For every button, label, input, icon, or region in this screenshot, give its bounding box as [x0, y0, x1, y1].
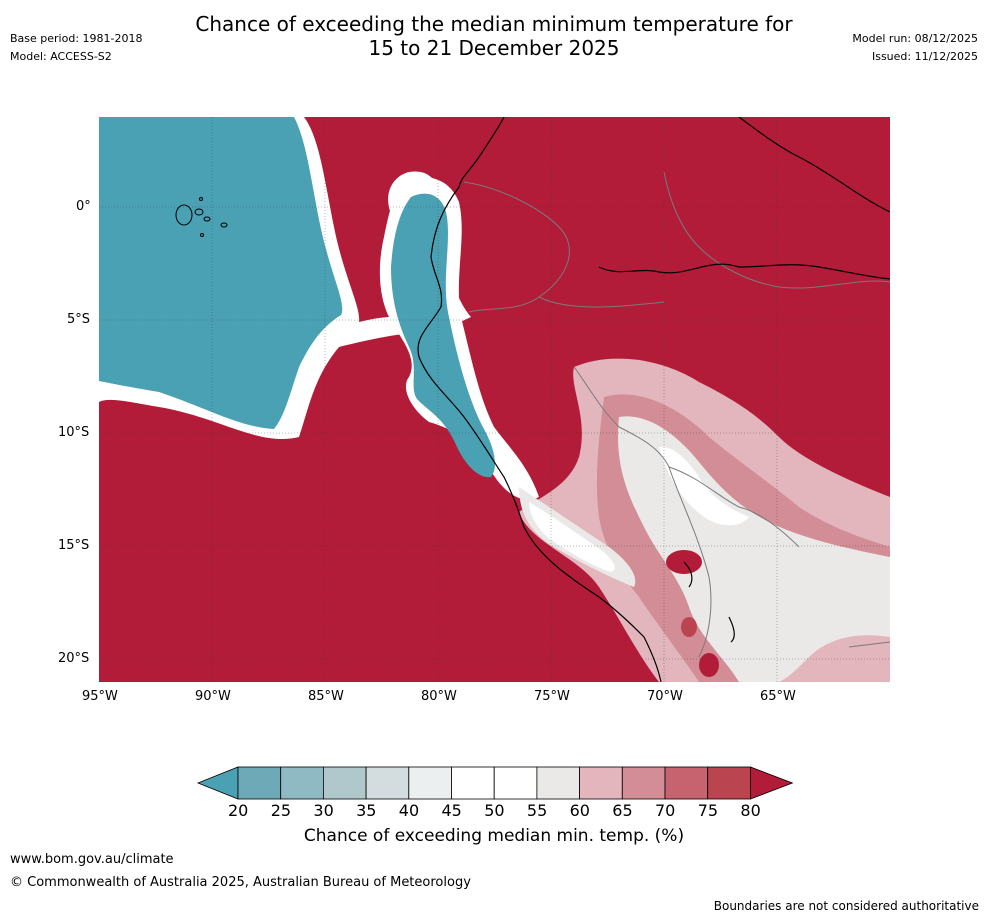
colorbar-cell — [280, 766, 324, 800]
map-title: Chance of exceeding the median minimum t… — [0, 12, 988, 60]
peru-coast-white-strip — [529, 502, 615, 572]
disclaimer-text: Boundaries are not considered authoritat… — [713, 899, 979, 913]
colorbar — [196, 766, 794, 800]
meta-right: Model run: 08/12/2025 Issued: 11/12/2025 — [852, 30, 978, 66]
colorbar-cell — [237, 766, 282, 800]
lon-label-70w: 70°W — [647, 689, 683, 704]
copyright-text: © Commonwealth of Australia 2025, Austra… — [10, 875, 471, 890]
colorbar-cell — [323, 766, 367, 800]
coastline — [417, 117, 890, 682]
galapagos-islands — [175, 197, 228, 237]
colorbar-tick-label: 25 — [270, 801, 292, 820]
colorbar-cell — [451, 766, 495, 800]
lon-label-95w: 95°W — [82, 689, 118, 704]
warm-spot — [681, 617, 697, 637]
lat-label-20s: 20°S — [58, 651, 90, 666]
colorbar-cell — [664, 766, 709, 800]
meta-left: Base period: 1981-2018 Model: ACCESS-S2 — [10, 30, 142, 66]
colorbar-tick-label: 60 — [569, 801, 590, 820]
colorbar-arrow-high — [750, 766, 794, 800]
lat-label-5s: 5°S — [67, 312, 91, 327]
website-link[interactable]: www.bom.gov.au/climate — [10, 852, 174, 867]
title-line-2: 15 to 21 December 2025 — [368, 36, 620, 60]
colorbar-cell — [408, 766, 452, 800]
colorbar-cell — [536, 766, 580, 800]
colorbar-label: Chance of exceeding median min. temp. (%… — [303, 826, 685, 846]
coastal-cool-region — [391, 193, 495, 478]
lon-label-85w: 85°W — [308, 689, 344, 704]
colorbar-tick-label: 40 — [398, 801, 420, 820]
colorbar-tick-label: 65 — [612, 801, 633, 820]
colorbar-tick-label: 30 — [313, 801, 334, 820]
lat-label-10s: 10°S — [58, 425, 90, 440]
gridlines — [99, 117, 890, 682]
issued-text: Issued: 11/12/2025 — [871, 50, 978, 63]
colorbar-tick-label: 35 — [356, 801, 377, 820]
lat-label-15s: 15°S — [58, 538, 90, 553]
altiplano-white-region — [659, 446, 749, 526]
probability-map — [99, 117, 890, 682]
colorbar-tick-label: 70 — [655, 801, 676, 820]
title-line-1: Chance of exceeding the median minimum t… — [195, 12, 793, 36]
colorbar-tick-label: 50 — [484, 801, 505, 820]
model-run-text: Model run: 08/12/2025 — [852, 32, 978, 45]
model-text: Model: ACCESS-S2 — [10, 50, 112, 63]
colorbar-cell — [493, 766, 538, 800]
colorbar-tick-label: 45 — [441, 801, 462, 820]
colorbar-arrow-low — [196, 766, 239, 800]
lat-label-0: 0° — [76, 199, 91, 214]
colorbar-cells — [196, 766, 794, 800]
base-period-text: Base period: 1981-2018 — [10, 32, 143, 45]
colorbar-tick-label: 55 — [526, 801, 548, 820]
colorbar-cell — [707, 766, 751, 800]
colorbar-cell — [579, 766, 623, 800]
lon-label-65w: 65°W — [760, 689, 796, 704]
country-borders — [463, 171, 890, 658]
lon-label-90w: 90°W — [195, 689, 231, 704]
colorbar-tick-label: 80 — [740, 801, 761, 820]
colorbar-cell — [365, 766, 410, 800]
warm-spot — [699, 653, 719, 677]
lon-label-80w: 80°W — [421, 689, 457, 704]
colorbar-cell — [621, 766, 666, 800]
lon-label-75w: 75°W — [534, 689, 570, 704]
ocean-cool-region — [99, 117, 343, 429]
colorbar-tick-label: 75 — [697, 801, 719, 820]
map-svg — [99, 117, 890, 682]
colorbar-tick-label: 20 — [228, 801, 249, 820]
